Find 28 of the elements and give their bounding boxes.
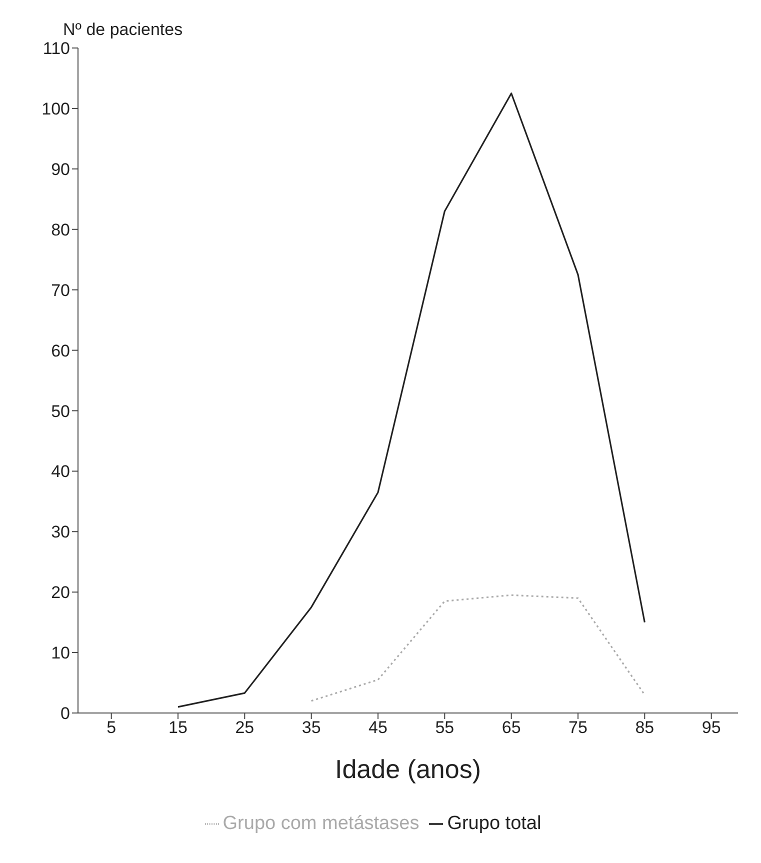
- x-tick-label: 65: [502, 718, 521, 738]
- x-axis-title: Idade (anos): [335, 754, 481, 784]
- y-tick-label: 30: [51, 522, 70, 542]
- y-tick-label: 40: [51, 462, 70, 482]
- y-tick-label: 60: [51, 341, 70, 360]
- y-tick-label: 10: [51, 644, 70, 663]
- y-tick-label: 110: [42, 39, 70, 58]
- y-tick-label: 70: [51, 280, 70, 300]
- y-tick-label: 20: [51, 583, 70, 602]
- x-tick-label: 5: [106, 718, 116, 738]
- legend-label: Grupo total: [447, 813, 542, 834]
- x-tick-label: 75: [568, 718, 588, 738]
- x-tick-label: 85: [635, 718, 654, 738]
- x-tick-label: 35: [302, 718, 321, 738]
- y-tick-label: 100: [42, 99, 70, 118]
- x-tick-label: 55: [435, 718, 454, 738]
- y-tick-label: 0: [60, 704, 70, 724]
- y-tick-label: 90: [51, 160, 70, 179]
- line-series: [310, 594, 646, 702]
- x-tick-label: 95: [702, 718, 721, 738]
- y-tick-label: 80: [51, 220, 70, 240]
- y-axis-title: Nº de pacientes: [63, 20, 183, 40]
- legend-label: Grupo com metástases: [222, 813, 420, 834]
- x-tick-label: 15: [168, 718, 188, 738]
- x-tick-label: 45: [368, 718, 388, 738]
- x-tick-label: 25: [235, 718, 254, 738]
- y-tick-label: 50: [51, 402, 70, 421]
- line-series: [177, 92, 646, 708]
